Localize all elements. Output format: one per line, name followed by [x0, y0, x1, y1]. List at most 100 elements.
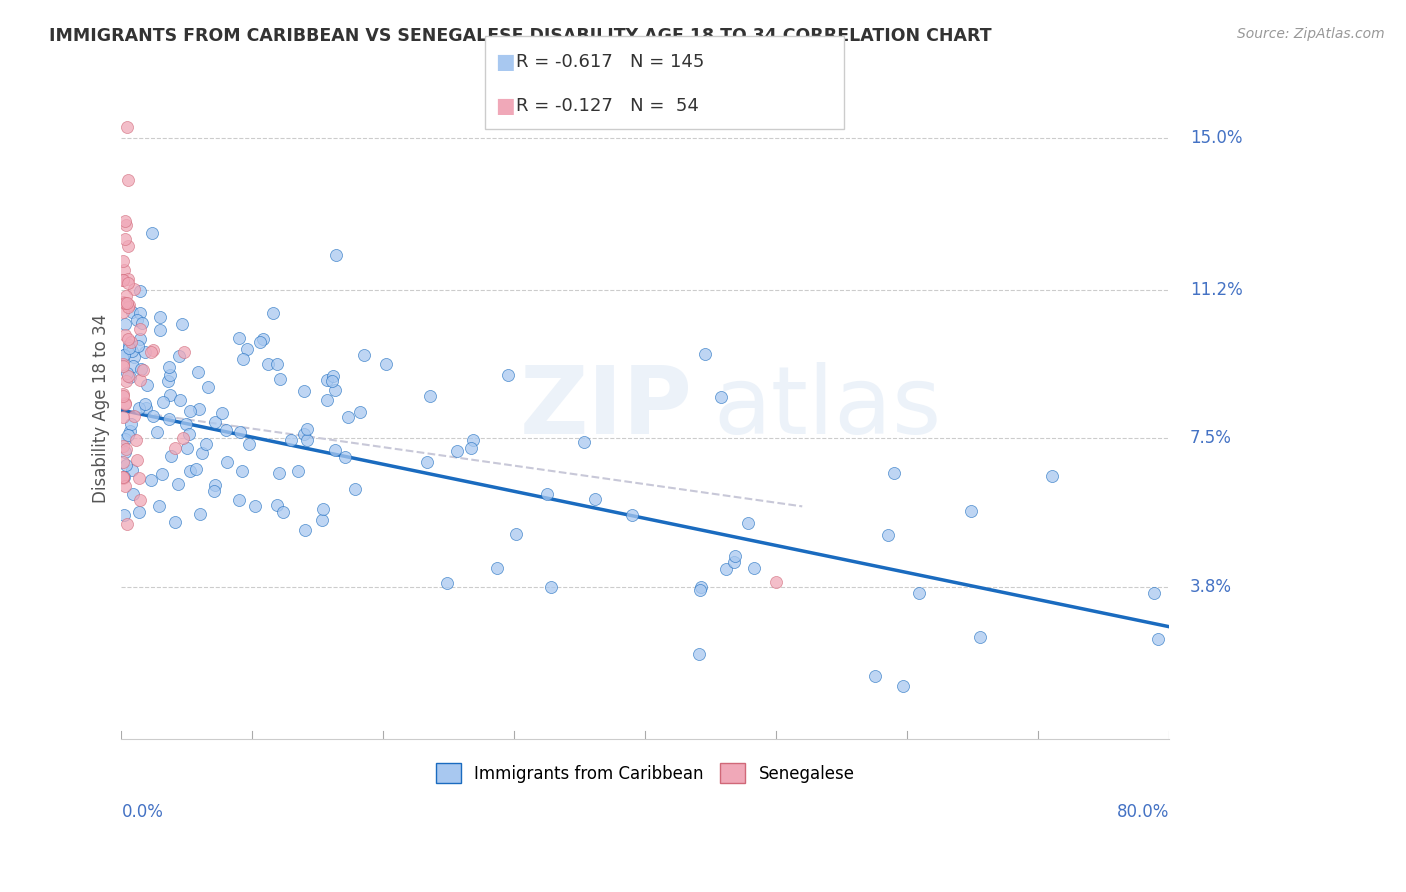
Point	[131, 316, 153, 330]
Point	[114, 328, 136, 343]
Point	[157, 374, 180, 388]
Point	[215, 454, 238, 468]
Text: R = -0.617   N = 145: R = -0.617 N = 145	[516, 53, 704, 70]
Point	[115, 289, 138, 303]
Point	[114, 395, 136, 409]
Point	[128, 401, 150, 416]
Point	[689, 582, 711, 597]
Point	[297, 434, 319, 448]
Point	[891, 679, 914, 693]
Text: 0.0%: 0.0%	[121, 803, 163, 821]
Point	[141, 226, 163, 240]
Point	[115, 295, 138, 310]
Point	[167, 349, 190, 363]
Point	[295, 421, 318, 435]
Point	[267, 466, 290, 480]
Point	[111, 389, 134, 403]
Point	[117, 276, 139, 290]
Point	[112, 508, 135, 522]
Point	[172, 431, 194, 445]
Legend: Immigrants from Caribbean, Senegalese: Immigrants from Caribbean, Senegalese	[429, 756, 862, 790]
Point	[689, 580, 711, 594]
Point	[111, 409, 134, 424]
Y-axis label: Disability Age 18 to 34: Disability Age 18 to 34	[93, 314, 110, 503]
Point	[315, 374, 337, 388]
Point	[129, 362, 152, 376]
Point	[461, 434, 484, 448]
Point	[117, 300, 139, 314]
Point	[688, 647, 710, 661]
Text: ■: ■	[495, 52, 515, 71]
Point	[114, 214, 136, 228]
Point	[179, 465, 201, 479]
Point	[114, 442, 136, 457]
Point	[273, 505, 295, 519]
Point	[176, 441, 198, 455]
Point	[128, 284, 150, 298]
Point	[266, 357, 288, 371]
Point	[115, 120, 138, 134]
Point	[129, 332, 152, 346]
Point	[179, 404, 201, 418]
Point	[292, 426, 315, 441]
Point	[115, 366, 138, 380]
Point	[333, 450, 356, 464]
Point	[142, 409, 165, 423]
Point	[134, 344, 156, 359]
Point	[160, 449, 183, 463]
Point	[321, 374, 343, 388]
Point	[122, 350, 145, 364]
Point	[204, 415, 226, 429]
Text: ZIP: ZIP	[519, 362, 692, 454]
Text: ■: ■	[495, 96, 515, 116]
Point	[353, 348, 375, 362]
Point	[572, 435, 595, 450]
Point	[262, 306, 284, 320]
Point	[191, 445, 214, 459]
Text: Source: ZipAtlas.com: Source: ZipAtlas.com	[1237, 27, 1385, 41]
Point	[908, 586, 931, 600]
Point	[117, 368, 139, 383]
Point	[149, 323, 172, 337]
Point	[111, 305, 134, 319]
Point	[436, 576, 458, 591]
Text: 11.2%: 11.2%	[1189, 281, 1243, 299]
Point	[765, 575, 787, 590]
Point	[111, 469, 134, 483]
Point	[322, 369, 344, 384]
Point	[149, 310, 172, 325]
Point	[163, 516, 186, 530]
Point	[159, 368, 181, 383]
Point	[120, 370, 142, 384]
Point	[266, 498, 288, 512]
Text: atlas: atlas	[713, 362, 942, 454]
Point	[877, 528, 900, 542]
Point	[280, 434, 302, 448]
Point	[115, 218, 138, 232]
Point	[723, 555, 745, 569]
Point	[111, 438, 134, 452]
Point	[118, 338, 141, 352]
Point	[118, 342, 141, 356]
Point	[325, 248, 347, 262]
Point	[724, 549, 747, 564]
Point	[120, 417, 142, 431]
Point	[187, 401, 209, 416]
Point	[152, 395, 174, 409]
Point	[115, 458, 138, 473]
Point	[114, 479, 136, 493]
Point	[486, 561, 509, 575]
Point	[621, 508, 644, 522]
Point	[249, 334, 271, 349]
Point	[167, 477, 190, 491]
Point	[311, 512, 333, 526]
Point	[112, 454, 135, 468]
Point	[1146, 632, 1168, 647]
Point	[536, 487, 558, 501]
Point	[128, 471, 150, 485]
Point	[120, 334, 142, 349]
Point	[505, 527, 527, 541]
Point	[294, 523, 316, 537]
Point	[236, 343, 259, 357]
Point	[139, 473, 162, 487]
